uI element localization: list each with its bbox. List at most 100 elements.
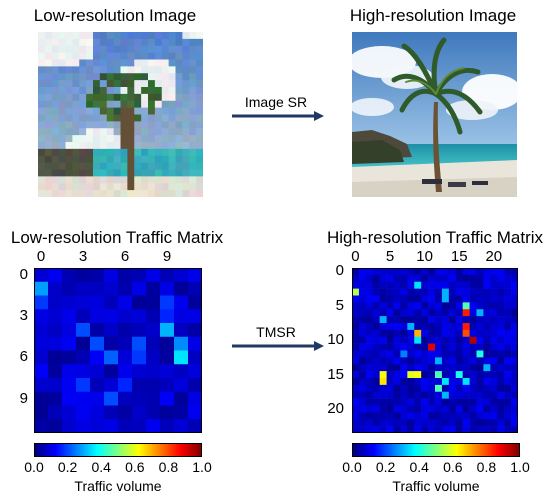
low-res-image-pixel — [154, 169, 163, 177]
low-res-image-pixel — [72, 162, 80, 170]
matrix-cell — [160, 295, 175, 310]
matrix-cell — [400, 412, 408, 420]
low-res-image-pixel — [182, 135, 190, 143]
low-res-image-pixel — [141, 148, 149, 157]
matrix-cell — [441, 288, 450, 296]
low-res-image-pixel — [79, 148, 87, 157]
low-res-image-pixel — [189, 32, 197, 40]
colorbar-segment — [442, 443, 445, 457]
matrix-cell — [358, 371, 367, 379]
matrix-cell — [379, 268, 387, 276]
colorbar-segment — [160, 443, 163, 457]
matrix-cell — [393, 398, 401, 406]
low-res-image-pixel — [148, 169, 156, 177]
matrix-cell — [400, 295, 408, 303]
matrix-cell — [435, 378, 443, 386]
colorbar-segment — [506, 443, 509, 457]
low-res-image-pixel — [182, 107, 190, 115]
colorbar-segment — [510, 443, 513, 457]
matrix-cell — [90, 350, 105, 365]
low-res-image-pixel — [72, 45, 80, 54]
matrix-cell — [62, 364, 77, 379]
low-res-image-pixel — [58, 183, 66, 191]
colorbar-segment — [122, 443, 125, 457]
matrix-cell — [160, 336, 175, 351]
low-res-image-pixel — [99, 66, 108, 74]
matrix-cell — [490, 378, 498, 386]
axis-tick-label: 0 — [351, 248, 360, 265]
matrix-cell — [469, 426, 477, 433]
matrix-cell — [476, 350, 484, 358]
colorbar-segment — [408, 443, 411, 457]
low-res-image-pixel — [51, 176, 60, 184]
colorbar-segment — [64, 443, 67, 457]
matrix-cell — [90, 281, 105, 296]
matrix-cell — [511, 419, 518, 427]
low-res-image-pixel — [38, 66, 46, 74]
matrix-cell — [400, 316, 408, 324]
matrix-cell — [441, 384, 450, 393]
matrix-cell — [372, 357, 380, 365]
matrix-cell — [386, 309, 394, 317]
matrix-cell — [104, 268, 119, 283]
low-res-image-pixel — [161, 45, 170, 54]
colorbar-segment — [448, 443, 451, 457]
matrix-cell — [386, 295, 394, 303]
colorbar-segment — [450, 443, 453, 457]
matrix-cell — [469, 371, 477, 379]
low-res-image-pixel — [79, 93, 87, 102]
low-res-image-pixel — [99, 52, 108, 60]
matrix-cell — [174, 336, 189, 351]
matrix-cell — [441, 350, 450, 358]
matrix-cell — [118, 281, 133, 296]
low-res-image-pixel — [86, 121, 94, 129]
low-res-image-pixel — [134, 66, 142, 74]
matrix-cell — [497, 357, 505, 365]
matrix-cell — [379, 281, 387, 289]
low-res-image-pixel — [154, 162, 163, 170]
matrix-cell — [365, 405, 374, 413]
matrix-cell — [455, 398, 463, 406]
low-res-image-pixel — [175, 176, 183, 184]
left-colorbar — [34, 443, 202, 457]
matrix-cell — [90, 336, 105, 351]
colorbar-segment — [188, 443, 191, 457]
low-res-image-pixel — [44, 155, 53, 164]
image-sr-arrow — [232, 111, 324, 121]
matrix-cell — [483, 323, 491, 331]
low-res-image-pixel — [148, 176, 156, 184]
matrix-cell — [428, 391, 436, 399]
matrix-cell — [160, 364, 175, 379]
matrix-cell — [469, 412, 477, 420]
matrix-cell — [386, 364, 394, 372]
matrix-cell — [448, 316, 457, 324]
matrix-cell — [448, 295, 457, 303]
matrix-cell — [497, 288, 505, 296]
colorbar-segment — [374, 443, 377, 457]
low-res-image-pixel — [72, 80, 80, 88]
matrix-cell — [428, 398, 436, 406]
matrix-cell — [372, 302, 380, 310]
low-res-image-pixel — [196, 142, 203, 150]
matrix-cell — [414, 268, 422, 276]
low-res-image-pixel — [44, 128, 53, 136]
low-res-image-pixel — [182, 59, 190, 67]
low-res-image-pixel — [175, 107, 183, 115]
matrix-cell — [511, 295, 518, 303]
matrix-cell — [365, 391, 374, 399]
matrix-cell — [490, 295, 498, 303]
colorbar-segment — [404, 443, 407, 457]
matrix-cell — [358, 316, 367, 324]
low-res-image-pixel — [58, 66, 66, 74]
colorbar-segment — [420, 443, 423, 457]
matrix-cell — [455, 371, 463, 379]
low-res-image-pixel — [127, 45, 135, 54]
low-res-image-pixel — [175, 66, 183, 74]
low-res-image-pixel — [148, 52, 156, 60]
low-res-image-pixel — [51, 45, 60, 54]
colorbar-tick-label: 1.0 — [192, 459, 212, 475]
matrix-cell — [435, 371, 443, 379]
low-res-image-pixel — [99, 169, 108, 177]
low-res-image-pixel — [175, 128, 183, 136]
matrix-cell — [407, 268, 415, 276]
